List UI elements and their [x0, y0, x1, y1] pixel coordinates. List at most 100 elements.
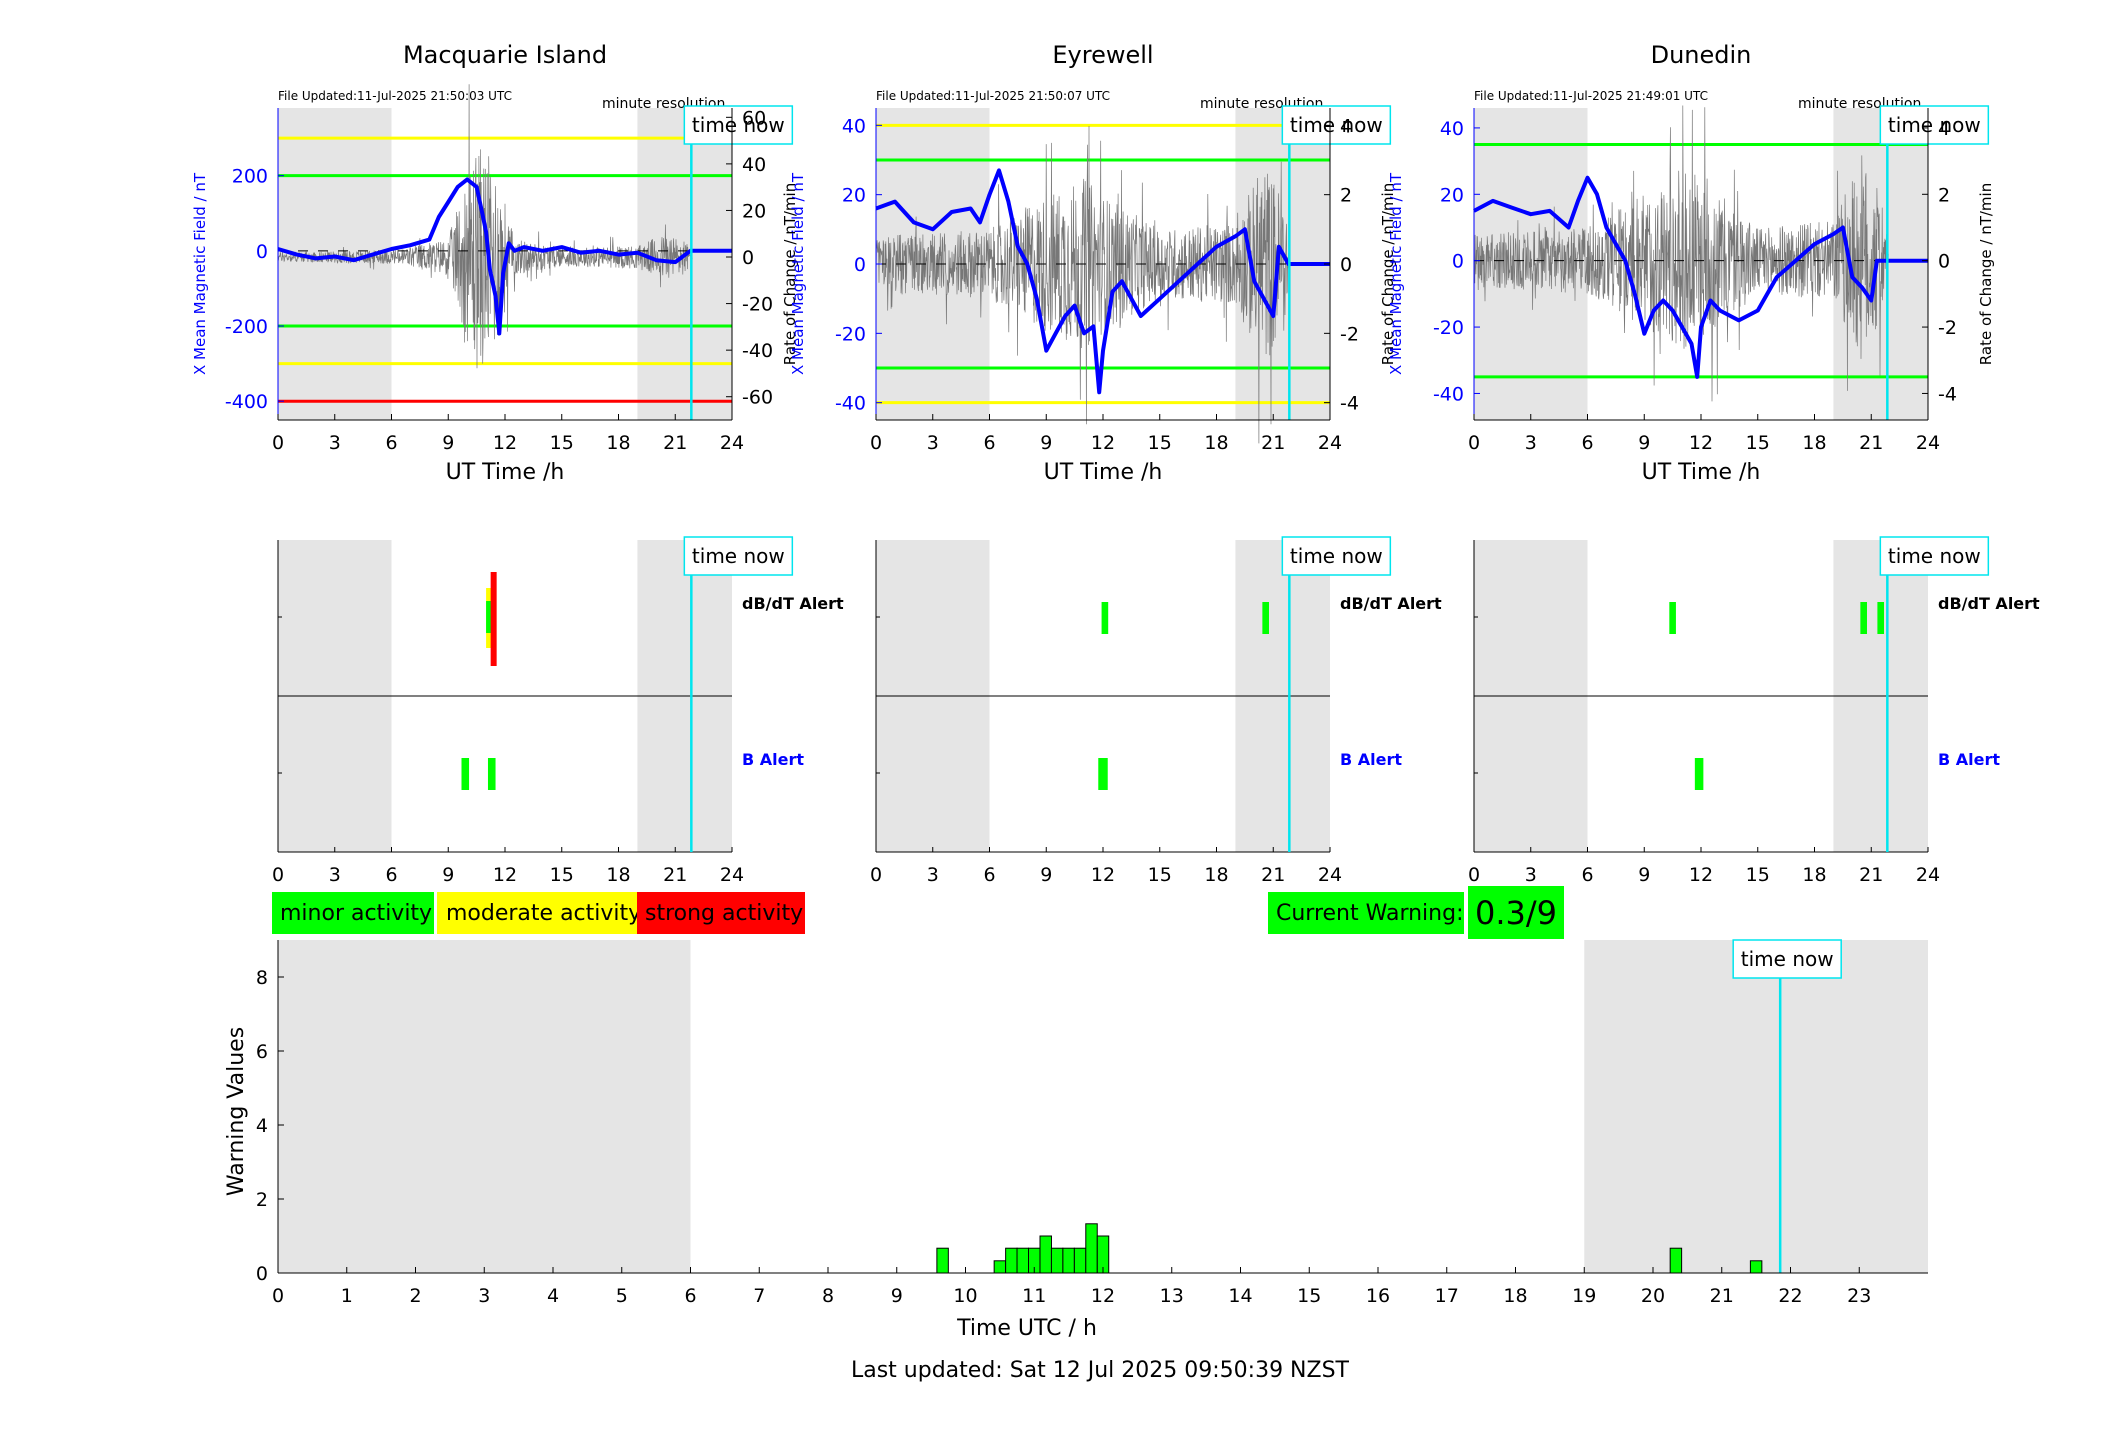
current-warning-label: Current Warning:: [1276, 901, 1463, 926]
station-title: Macquarie Island: [403, 41, 607, 69]
dbdt-alert-minor: [486, 601, 494, 633]
x-tick-label: 18: [1204, 432, 1228, 454]
warning-night-shade: [278, 940, 691, 1273]
alert-x-tick-label: 24: [1318, 864, 1342, 886]
warning-night-shade: [1584, 940, 1928, 1273]
warning-x-tick-label: 11: [1022, 1285, 1046, 1307]
moderate-activity-label: moderate activity: [446, 901, 641, 926]
warning-bar: [1749, 1260, 1763, 1274]
warning-y-tick-label: 4: [256, 1115, 268, 1137]
night-shade: [278, 108, 392, 420]
x-tick-label: 0: [1468, 432, 1480, 454]
x-tick-label: 12: [493, 432, 517, 454]
alert-x-tick-label: 12: [1689, 864, 1713, 886]
current-warning-swatch: [1268, 892, 1464, 934]
minor-activity-label: minor activity: [280, 901, 432, 926]
time-now-label: time now: [1290, 113, 1383, 137]
y2-tick-label: 40: [742, 154, 766, 176]
alert-x-tick-label: 6: [385, 864, 397, 886]
warning-x-axis-title: Time UTC / h: [956, 1316, 1097, 1341]
warning-x-tick-label: 5: [616, 1285, 628, 1307]
warning-x-tick-label: 17: [1435, 1285, 1459, 1307]
alert-x-tick-label: 0: [870, 864, 882, 886]
y-tick-label: -20: [1433, 317, 1464, 339]
warning-x-tick-label: 0: [272, 1285, 284, 1307]
x-tick-label: 3: [329, 432, 341, 454]
y2-tick-label: -4: [1938, 383, 1957, 405]
dbdt-alert-label: dB/dT Alert: [1938, 594, 2040, 613]
y2-axis-title: Rate of Change / nT/min: [1379, 183, 1397, 365]
alert-x-tick-label: 24: [720, 864, 744, 886]
x-tick-label: 9: [442, 432, 454, 454]
y-axis-title: X Mean Magnetic Field / nT: [789, 172, 807, 375]
y2-tick-label: 20: [742, 200, 766, 222]
alert-x-tick-label: 12: [1091, 864, 1115, 886]
alert-x-tick-label: 0: [272, 864, 284, 886]
warning-x-tick-label: 10: [953, 1285, 977, 1307]
warning-x-tick-label: 12: [1091, 1285, 1115, 1307]
time-now-label: time now: [692, 544, 785, 568]
y-tick-label: 0: [256, 241, 268, 263]
warning-y-tick-label: 0: [256, 1263, 268, 1285]
y-axis-title: X Mean Magnetic Field / nT: [1387, 172, 1405, 375]
current-warning-value-box: [1468, 886, 1564, 939]
x-tick-label: 18: [606, 432, 630, 454]
time-now-box: [683, 536, 794, 576]
warning-x-tick-label: 4: [547, 1285, 559, 1307]
b-alert-minor: [461, 758, 470, 790]
warning-x-tick-label: 14: [1228, 1285, 1252, 1307]
y2-tick-label: 0: [742, 247, 754, 269]
warning-bar: [1050, 1247, 1064, 1274]
y2-tick-label: 0: [1340, 254, 1352, 276]
y2-tick-label: 2: [1938, 184, 1950, 206]
time-now-label: time now: [1290, 544, 1383, 568]
dbdt-alert-label: dB/dT Alert: [1340, 594, 1442, 613]
time-now-box: [1879, 105, 1990, 145]
y2-tick-label: -60: [742, 387, 773, 409]
time-now-box: [1281, 536, 1392, 576]
y2-tick-label: -2: [1938, 317, 1957, 339]
y2-tick-label: -20: [742, 294, 773, 316]
warning-y-tick-label: 8: [256, 967, 268, 989]
x-tick-label: 0: [272, 432, 284, 454]
x-tick-label: 3: [927, 432, 939, 454]
warning-bar: [1039, 1235, 1052, 1274]
x-mean-field-line: [875, 168, 1330, 395]
alert-x-tick-label: 6: [1581, 864, 1593, 886]
x-tick-label: 6: [983, 432, 995, 454]
alert-x-tick-label: 12: [493, 864, 517, 886]
y-tick-label: 20: [1440, 184, 1464, 206]
station-title: Dunedin: [1651, 41, 1752, 69]
warning-bar: [936, 1247, 949, 1274]
time-now-label: time now: [692, 113, 785, 137]
alert-x-tick-label: 3: [927, 864, 939, 886]
x-tick-label: 21: [1859, 432, 1883, 454]
b-alert-minor: [1098, 758, 1108, 790]
alert-x-tick-label: 6: [983, 864, 995, 886]
last-updated: Last updated: Sat 12 Jul 2025 09:50:39 N…: [851, 1358, 1350, 1383]
rate-of-change-trace: [1473, 105, 1889, 402]
x-axis-title: UT Time /h: [1642, 460, 1761, 485]
alert-x-tick-label: 0: [1468, 864, 1480, 886]
time-now-box: [1281, 105, 1392, 145]
warning-x-tick-label: 7: [753, 1285, 765, 1307]
x-tick-label: 24: [1916, 432, 1940, 454]
b-alert-label: B Alert: [742, 750, 804, 769]
time-now-label: time now: [1888, 544, 1981, 568]
warning-y-tick-label: 2: [256, 1189, 268, 1211]
alert-x-tick-label: 9: [1638, 864, 1650, 886]
minor-activity-swatch: [272, 892, 434, 934]
alert-x-tick-label: 18: [606, 864, 630, 886]
warning-bar: [1085, 1223, 1098, 1274]
warning-x-tick-label: 15: [1297, 1285, 1321, 1307]
alert-x-tick-label: 24: [1916, 864, 1940, 886]
alert-x-tick-label: 15: [1148, 864, 1172, 886]
file-updated: File Updated:11-Jul-2025 21:49:01 UTC: [1474, 89, 1708, 103]
warning-x-tick-label: 16: [1366, 1285, 1390, 1307]
dbdt-alert-minor: [1101, 602, 1109, 634]
alert-x-tick-label: 21: [1859, 864, 1883, 886]
warning-x-tick-label: 21: [1710, 1285, 1734, 1307]
alert-x-tick-label: 21: [1261, 864, 1285, 886]
warning-x-tick-label: 9: [891, 1285, 903, 1307]
y-tick-label: 0: [1452, 251, 1464, 273]
